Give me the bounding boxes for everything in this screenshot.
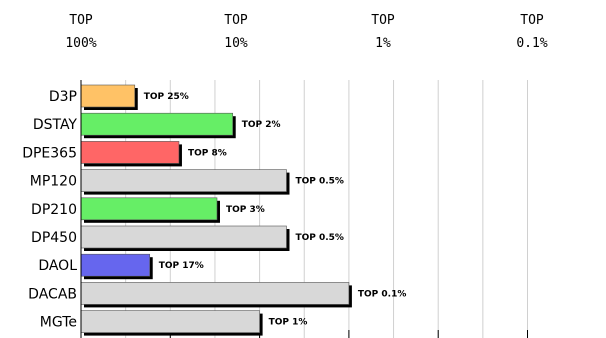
bar: [80, 112, 234, 136]
category-label: DP210: [31, 202, 77, 218]
category-labels: D3P DSTAY DPE365 MP120 DP210 DP450 DAOL DACAB MG…: [22, 89, 77, 331]
top-axis-label-line1: TOP: [224, 13, 248, 28]
top-axis-label-line2: 1%: [375, 36, 391, 51]
data-label: TOP 0.1%: [358, 289, 406, 299]
category-label: DP450: [31, 230, 77, 246]
category-label: MP120: [30, 174, 77, 190]
category-label: DAOL: [38, 258, 77, 274]
data-label: TOP 3%: [226, 205, 265, 215]
top-axis-label-line1: TOP: [520, 13, 544, 28]
category-label: D3P: [49, 89, 77, 105]
bar: [80, 225, 287, 249]
data-label: TOP 8%: [188, 148, 227, 158]
top-axis-label-line2: 10%: [224, 36, 248, 51]
bar: [80, 253, 151, 277]
category-label: MGTe: [40, 315, 77, 331]
top-axis-labels: TOP 100% TOP 10% TOP 1% TOP 0.1%: [65, 13, 547, 51]
bar: [80, 84, 136, 108]
bar: [80, 197, 218, 221]
data-label: TOP 1%: [269, 318, 308, 328]
data-label: TOP 0.5%: [295, 233, 343, 243]
data-label: TOP 2%: [242, 120, 281, 130]
bar: [80, 282, 350, 305]
bar: [80, 310, 260, 333]
top-axis-label-line2: 100%: [65, 36, 96, 51]
top-axis-label-line2: 0.1%: [516, 36, 547, 51]
data-label: TOP 0.5%: [295, 177, 343, 187]
top-axis-label-line1: TOP: [69, 13, 93, 28]
bar: [80, 141, 180, 164]
category-label: DPE365: [22, 145, 77, 161]
top-axis-label-line1: TOP: [371, 13, 395, 28]
bars: [80, 84, 352, 336]
data-labels: TOP 25% TOP 2% TOP 8% TOP 0.5% TOP 3% TOP 0.5…: [144, 92, 407, 328]
category-label: DSTAY: [33, 117, 78, 133]
data-label: TOP 25%: [144, 92, 189, 102]
data-label: TOP 17%: [159, 261, 204, 271]
bar: [80, 169, 287, 192]
category-label: DACAB: [28, 286, 77, 302]
